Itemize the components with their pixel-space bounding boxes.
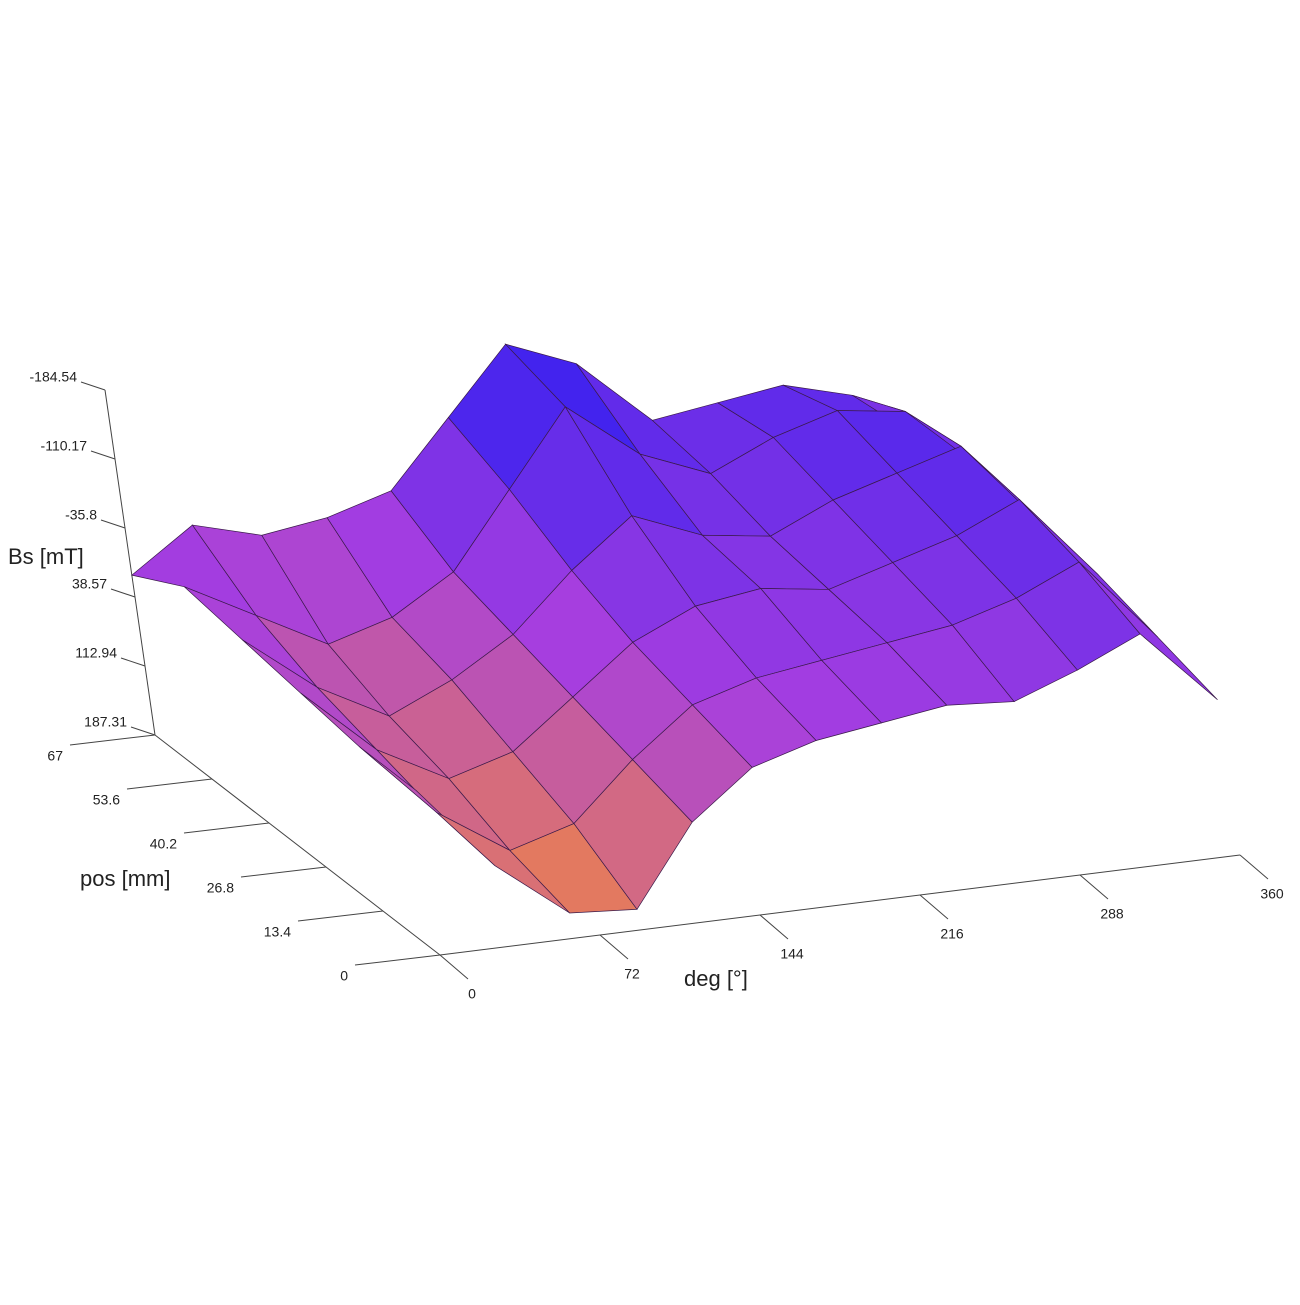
z-tick-label: -184.54 xyxy=(30,369,78,385)
y-tick-label: 67 xyxy=(47,748,63,764)
x-tick xyxy=(599,934,629,960)
surface-patch xyxy=(1078,561,1218,701)
y-tick xyxy=(240,866,327,878)
x-tick xyxy=(1239,854,1269,880)
z-tick xyxy=(90,450,116,460)
y-tick-label: 40.2 xyxy=(150,836,177,852)
x-tick-label: 144 xyxy=(780,946,804,962)
z-tick xyxy=(80,381,106,391)
x-tick-label: 288 xyxy=(1100,906,1124,922)
z-tick-label: 38.57 xyxy=(72,576,107,592)
x-tick-label: 72 xyxy=(624,966,640,982)
z-tick xyxy=(100,519,126,529)
x-tick xyxy=(919,894,949,920)
x-tick xyxy=(759,914,789,940)
y-axis-label: pos [mm] xyxy=(80,866,170,891)
x-tick-label: 216 xyxy=(940,926,964,942)
x-tick xyxy=(1079,874,1109,900)
z-axis-label: Bs [mT] xyxy=(8,544,84,569)
x-tick xyxy=(439,954,469,980)
y-tick-label: 26.8 xyxy=(207,880,234,896)
z-axis xyxy=(104,389,156,736)
y-axis xyxy=(154,734,441,956)
z-tick-label: 112.94 xyxy=(75,645,117,661)
x-axis xyxy=(439,854,1241,956)
x-tick-label: 0 xyxy=(468,986,476,1002)
z-tick xyxy=(110,588,136,598)
y-tick xyxy=(126,778,213,790)
x-axis-label: deg [°] xyxy=(684,966,748,991)
y-tick xyxy=(69,734,156,746)
y-tick-label: 0 xyxy=(340,968,348,984)
z-tick xyxy=(130,726,156,736)
y-tick-label: 53.6 xyxy=(93,792,120,808)
z-tick-label: 187.31 xyxy=(84,714,127,730)
z-tick-label: -35.8 xyxy=(65,507,97,523)
z-tick xyxy=(120,657,146,667)
y-tick xyxy=(297,910,384,922)
y-tick xyxy=(354,954,441,966)
y-tick-label: 13.4 xyxy=(264,924,291,940)
z-tick-label: -110.17 xyxy=(41,438,88,454)
x-tick-label: 360 xyxy=(1260,886,1284,902)
y-tick xyxy=(183,822,270,834)
